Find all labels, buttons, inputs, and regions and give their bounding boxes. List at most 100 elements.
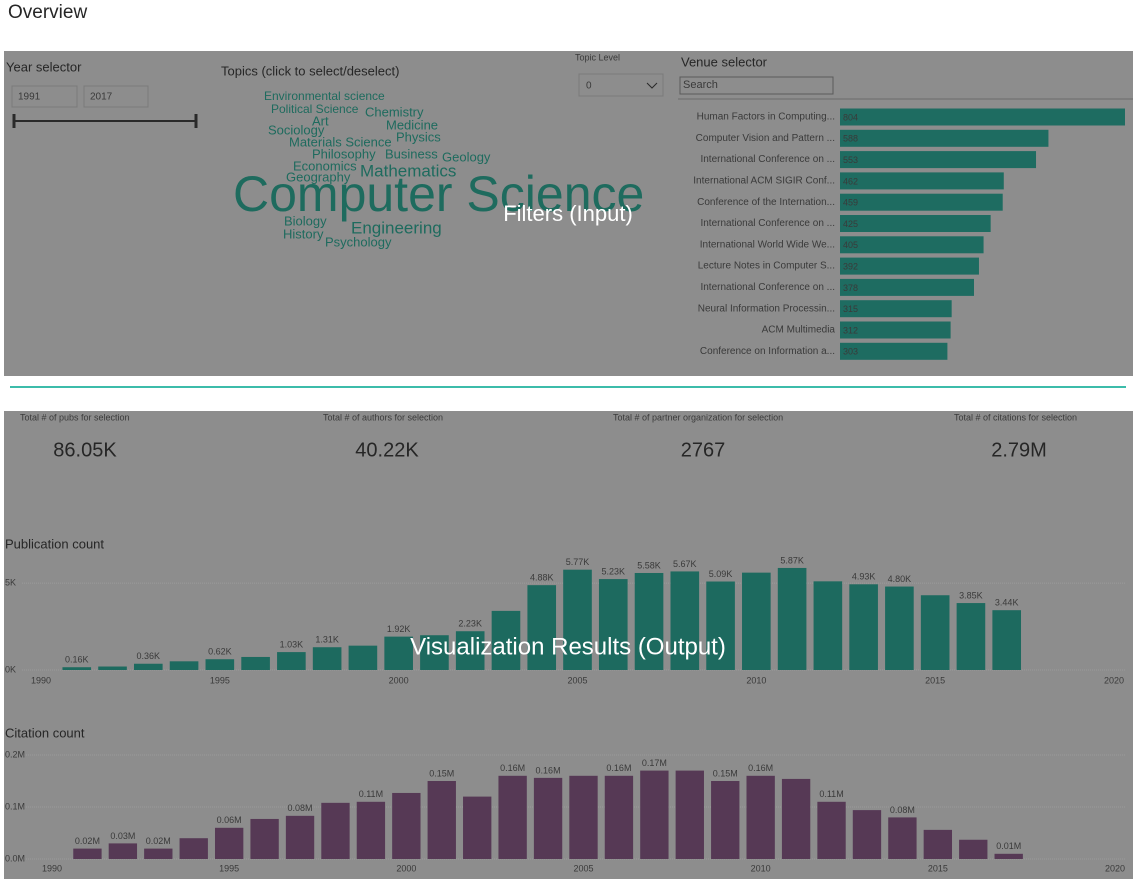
search-box[interactable] (679, 76, 834, 95)
data-label: 0.01M (996, 841, 1021, 851)
search-placeholder[interactable]: Search (683, 79, 718, 91)
venue-value: 459 (843, 198, 858, 208)
venue-label[interactable]: International ACM SIGIR Conf... (693, 176, 835, 187)
x-tick-label: 2010 (746, 675, 766, 685)
venue-bar[interactable] (840, 108, 1125, 126)
topic-word[interactable]: Business (385, 146, 438, 161)
topic-word[interactable]: Geology (442, 149, 491, 164)
bar (923, 829, 953, 859)
venue-bar[interactable] (840, 215, 991, 232)
venue-value: 405 (843, 240, 858, 250)
topic-word[interactable]: Medicine (386, 117, 438, 132)
topic-word[interactable]: Psychology (325, 234, 392, 249)
kpi-value: 2767 (681, 439, 726, 461)
kpi-value: 2.79M (991, 439, 1047, 461)
topic-level-dropdown[interactable] (578, 73, 664, 97)
year-from[interactable]: 1991 (18, 92, 41, 103)
data-label: 5.09K (709, 569, 733, 579)
topic-word[interactable]: Philosophy (312, 146, 376, 161)
venue-bar[interactable] (840, 257, 979, 275)
venue-label[interactable]: International Conference on ... (700, 154, 835, 165)
data-label: 4.80K (888, 574, 912, 584)
venue-bar[interactable] (840, 300, 952, 318)
venue-bar[interactable] (840, 129, 1049, 147)
venue-bar[interactable] (840, 342, 948, 360)
topic-level-value[interactable]: 0 (586, 81, 592, 92)
venue-bar[interactable] (840, 236, 984, 254)
bar (598, 579, 628, 670)
bar (498, 775, 527, 859)
bar (777, 567, 807, 670)
venue-bar[interactable] (840, 193, 1003, 211)
bar (813, 581, 843, 670)
topic-word[interactable]: Materials Science (289, 134, 392, 149)
topic-word[interactable]: Art (312, 113, 329, 128)
venue-label[interactable]: International World Wide We... (700, 239, 835, 250)
data-label: 0.17M (642, 758, 667, 768)
data-label: 5.67K (673, 559, 697, 569)
data-label: 2.23K (458, 619, 482, 629)
bar (992, 610, 1022, 670)
topic-word[interactable]: Chemistry (365, 104, 424, 119)
filters-overlay-label: Filters (Input) (503, 201, 633, 226)
venue-label[interactable]: Conference on Information a... (700, 346, 835, 357)
topic-word[interactable]: Engineering (351, 218, 442, 237)
venue-value: 378 (843, 283, 858, 293)
year-from-box[interactable] (11, 85, 78, 108)
bar (742, 572, 771, 670)
topic-word[interactable]: Environmental science (264, 89, 385, 103)
bar (321, 802, 350, 859)
bar (491, 610, 521, 670)
year-to[interactable]: 2017 (90, 92, 113, 103)
topic-word[interactable]: Political Science (271, 102, 359, 116)
venue-label[interactable]: ACM Multimedia (762, 325, 836, 336)
venue-bar[interactable] (840, 321, 951, 339)
venue-label[interactable]: International Conference on ... (700, 218, 835, 229)
topic-word[interactable]: Geography (286, 169, 351, 184)
venue-bar[interactable] (840, 172, 1004, 190)
bar (392, 792, 421, 859)
bar (959, 839, 988, 859)
data-label: 5.87K (780, 555, 804, 565)
venue-label[interactable]: Conference of the Internation... (697, 197, 835, 208)
venue-title: Venue selector (681, 54, 768, 69)
topic-word[interactable]: Biology (284, 213, 327, 228)
topic-word[interactable]: Mathematics (360, 161, 456, 180)
x-tick-label: 2000 (396, 863, 416, 873)
venue-label[interactable]: Computer Vision and Pattern ... (696, 133, 835, 144)
y-tick-label: 0K (5, 664, 16, 674)
venue-bar[interactable] (840, 278, 974, 296)
bar (888, 817, 917, 859)
cit-chart: 0.0M 0.1M 0.2M 1990 1995 2000 2005 2010 2015 2020… (5, 749, 1125, 873)
data-label: 1.03K (280, 639, 304, 649)
topic-word[interactable]: Computer Science (233, 166, 644, 222)
data-label: 0.16M (536, 765, 561, 775)
venue-label[interactable]: International Conference on ... (700, 282, 835, 293)
bar (670, 571, 700, 670)
bar (563, 569, 592, 670)
venue-label[interactable]: Lecture Notes in Computer S... (698, 261, 835, 272)
bar (73, 848, 102, 859)
data-label: 4.88K (530, 573, 554, 583)
venue-value: 315 (843, 304, 858, 314)
data-label: 0.08M (890, 805, 915, 815)
data-label: 0.03M (110, 831, 135, 841)
topic-word[interactable]: Sociology (268, 122, 325, 137)
data-label: 5.58K (637, 560, 661, 570)
x-tick-label: 1990 (42, 863, 62, 873)
topic-word[interactable]: Economics (293, 158, 357, 173)
venue-label[interactable]: Human Factors in Computing... (697, 112, 835, 123)
venue-bar[interactable] (840, 151, 1037, 169)
bar (849, 584, 878, 670)
bar (675, 770, 704, 859)
bar (533, 777, 563, 859)
bar (285, 815, 315, 859)
x-tick-label: 2005 (567, 675, 587, 685)
topic-word[interactable]: Physics (396, 129, 441, 144)
venue-label[interactable]: Neural Information Processin... (698, 303, 835, 314)
topic-word[interactable]: History (283, 226, 324, 241)
data-label: 0.15M (713, 768, 738, 778)
year-to-box[interactable] (83, 85, 149, 108)
